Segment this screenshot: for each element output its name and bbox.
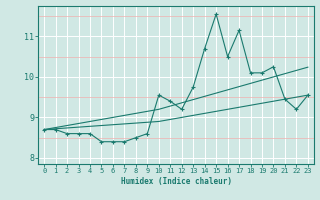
X-axis label: Humidex (Indice chaleur): Humidex (Indice chaleur) — [121, 177, 231, 186]
